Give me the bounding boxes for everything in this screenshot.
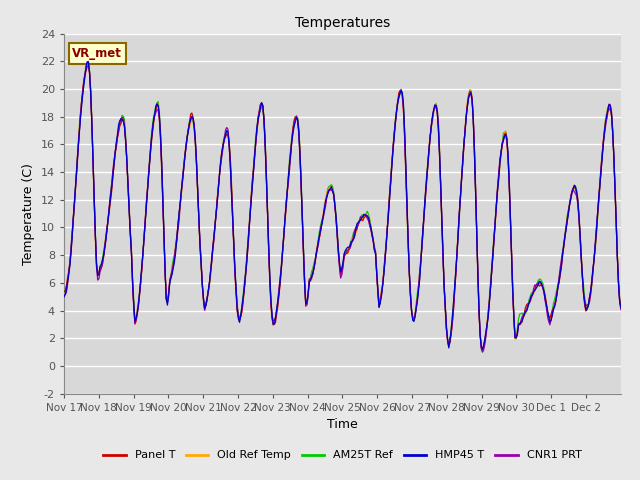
Y-axis label: Temperature (C): Temperature (C) (22, 163, 35, 264)
Title: Temperatures: Temperatures (295, 16, 390, 30)
Text: VR_met: VR_met (72, 47, 122, 60)
Legend: Panel T, Old Ref Temp, AM25T Ref, HMP45 T, CNR1 PRT: Panel T, Old Ref Temp, AM25T Ref, HMP45 … (99, 446, 586, 465)
X-axis label: Time: Time (327, 418, 358, 431)
